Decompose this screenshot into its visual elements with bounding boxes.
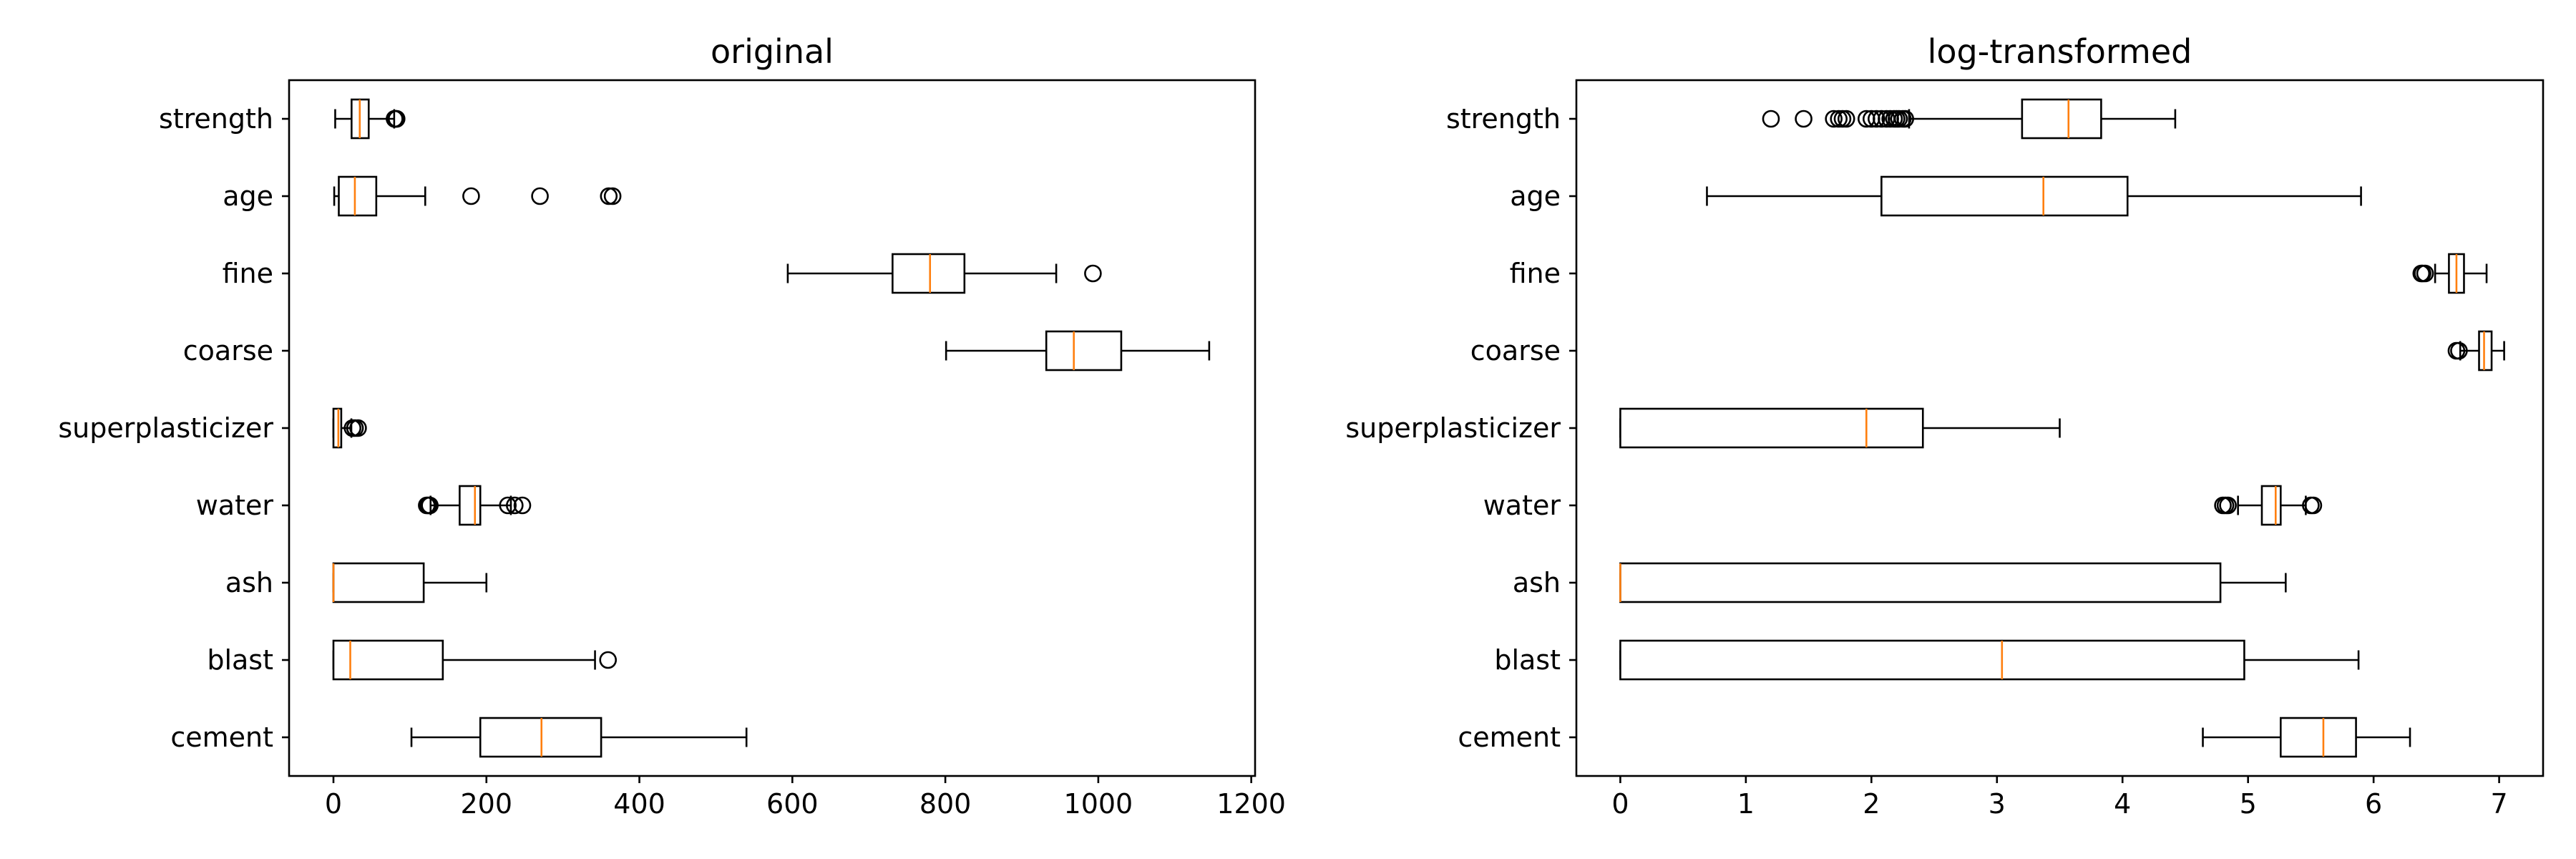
category-label: age <box>223 180 273 212</box>
x-tick-label: 800 <box>919 788 972 820</box>
outlier-point <box>600 187 618 205</box>
x-tick-label: 200 <box>461 788 513 820</box>
box-strength <box>2021 98 2102 140</box>
outlier-point <box>1837 110 1855 128</box>
outlier-point <box>1868 110 1885 128</box>
category-label: ash <box>1513 567 1561 598</box>
outlier-point <box>1795 110 1813 128</box>
x-tick-label: 3 <box>1989 788 2006 820</box>
outlier-point <box>599 651 618 669</box>
outlier-point <box>1896 110 1914 128</box>
outlier-point <box>531 187 549 205</box>
outlier-point <box>2304 496 2323 515</box>
box-age <box>338 175 378 217</box>
x-tick-label: 400 <box>613 788 665 820</box>
outlier-point <box>387 110 406 128</box>
outlier-point <box>513 496 532 515</box>
x-tick-label: 6 <box>2365 788 2382 820</box>
category-label: strength <box>1446 103 1561 135</box>
category-label: cement <box>1458 722 1561 753</box>
category-label: strength <box>159 103 273 135</box>
category-label: blast <box>1494 644 1561 676</box>
x-tick-label: 7 <box>2490 788 2507 820</box>
outlier-point <box>462 187 480 205</box>
category-label: water <box>1483 490 1561 521</box>
box-cement <box>2280 717 2357 758</box>
x-tick-label: 1200 <box>1216 788 1286 820</box>
category-label: coarse <box>183 335 273 367</box>
x-tick-label: 2 <box>1863 788 1880 820</box>
box-blast <box>332 639 444 681</box>
box-superplasticizer <box>332 407 343 449</box>
box-coarse <box>1045 330 1123 372</box>
outlier-point <box>349 419 367 437</box>
x-tick-label: 0 <box>325 788 342 820</box>
category-label: age <box>1510 180 1561 212</box>
outlier-point <box>603 187 622 205</box>
x-tick-label: 600 <box>766 788 819 820</box>
category-label: superplasticizer <box>1345 412 1561 444</box>
outlier-point <box>499 496 517 515</box>
box-water <box>459 485 482 526</box>
x-tick-label: 1 <box>1737 788 1755 820</box>
chart-title: original <box>711 32 834 71</box>
category-label: ash <box>225 567 273 598</box>
panel-original: original 0 200 400 600 800 1000 1200 cement blast… <box>58 32 1286 820</box>
category-label: blast <box>207 644 273 676</box>
outlier-point <box>506 496 524 515</box>
category-label: fine <box>223 258 273 289</box>
x-tick-label: 5 <box>2240 788 2257 820</box>
outlier-point <box>1084 264 1102 283</box>
box-ash <box>1619 562 2222 603</box>
x-tick-label: 4 <box>2114 788 2131 820</box>
panel-log-transformed: log-transformed 0 1 2 3 4 5 6 7 cement blast ash wat… <box>1345 32 2545 820</box>
box-age <box>1880 175 2129 217</box>
x-tick-label: 1000 <box>1064 788 1133 820</box>
box-ash <box>332 562 425 603</box>
outlier-point <box>421 496 439 515</box>
box-fine <box>892 253 966 294</box>
category-label: fine <box>1510 258 1561 289</box>
box-blast <box>1619 639 2245 681</box>
box-coarse <box>2478 330 2493 372</box>
outlier-point <box>2219 496 2237 515</box>
chart-title: log-transformed <box>1928 32 2192 71</box>
outlier-point <box>1825 110 1843 128</box>
box-water <box>2260 485 2282 526</box>
category-label: coarse <box>1470 335 1561 367</box>
outlier-point <box>2416 264 2434 283</box>
box-superplasticizer <box>1619 407 1924 449</box>
category-label: cement <box>170 722 273 753</box>
outlier-point <box>2450 341 2468 360</box>
x-tick-label: 0 <box>1611 788 1629 820</box>
category-label: superplasticizer <box>58 412 273 444</box>
category-label: water <box>196 490 274 521</box>
outlier-point <box>1762 110 1780 128</box>
